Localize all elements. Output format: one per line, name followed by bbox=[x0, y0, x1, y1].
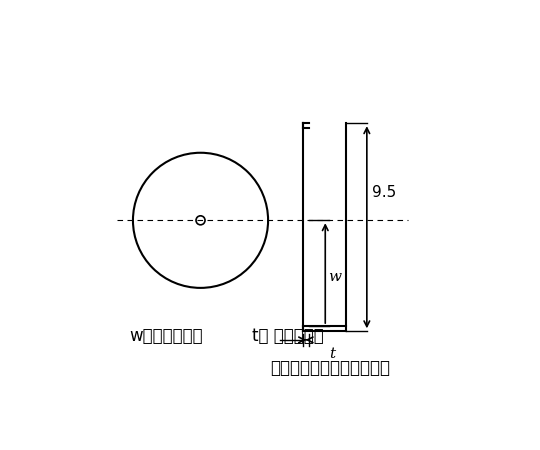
Text: w：ピンホル径: w：ピンホル径 bbox=[130, 328, 203, 346]
Text: t: t bbox=[329, 346, 335, 361]
Text: w: w bbox=[328, 270, 341, 284]
Text: t： 基板の厚さ: t： 基板の厚さ bbox=[253, 328, 324, 346]
Text: 9.5: 9.5 bbox=[372, 185, 396, 200]
Text: ピンホール（基板）の寸法: ピンホール（基板）の寸法 bbox=[270, 359, 390, 377]
